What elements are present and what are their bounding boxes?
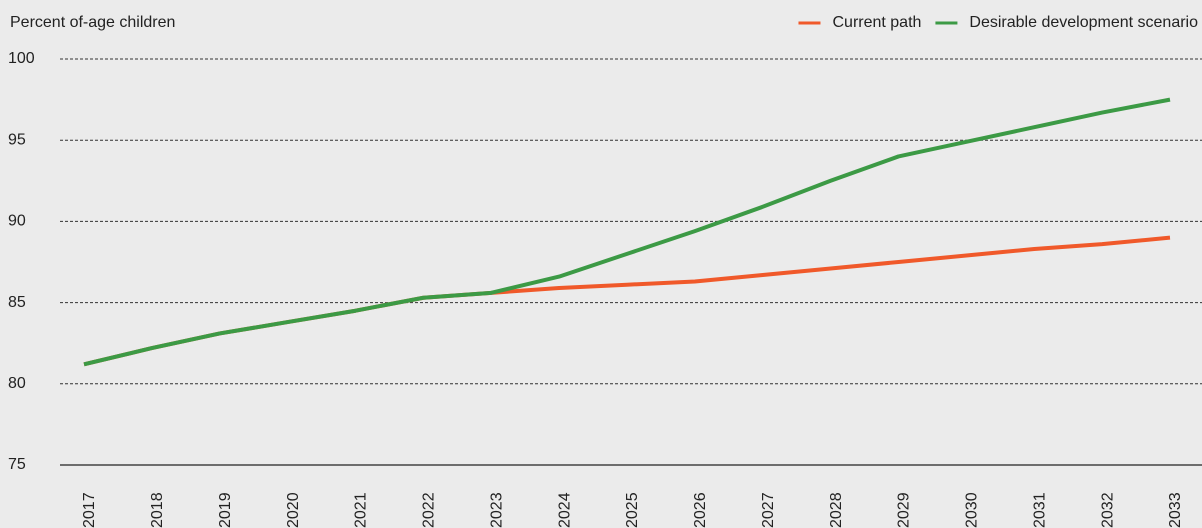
x-tick-label: 2028 bbox=[828, 492, 845, 528]
series-line bbox=[83, 97, 1171, 367]
series-line bbox=[83, 235, 1171, 367]
x-tick-label: 2033 bbox=[1167, 492, 1184, 528]
x-tick-label: 2017 bbox=[81, 492, 98, 528]
y-tick-label: 80 bbox=[8, 375, 26, 392]
x-tick-label: 2023 bbox=[488, 492, 505, 528]
x-tick-label: 2019 bbox=[217, 492, 234, 528]
y-tick-label: 95 bbox=[8, 131, 26, 148]
y-tick-label: 75 bbox=[8, 456, 26, 473]
x-tick-label: 2022 bbox=[421, 492, 438, 528]
y-axis-label: Percent of-age children bbox=[10, 14, 175, 31]
x-tick-label: 2020 bbox=[285, 492, 302, 528]
x-tick-label: 2024 bbox=[556, 492, 573, 528]
legend-label: Desirable development scenario bbox=[969, 14, 1198, 31]
x-tick-label: 2029 bbox=[896, 492, 913, 528]
x-tick-label: 2031 bbox=[1031, 492, 1048, 528]
x-tick-label: 2032 bbox=[1099, 492, 1116, 528]
x-tick-label: 2025 bbox=[624, 492, 641, 528]
x-tick-label: 2018 bbox=[149, 492, 166, 528]
y-tick-label: 85 bbox=[8, 294, 26, 311]
x-tick-label: 2026 bbox=[692, 492, 709, 528]
x-tick-label: 2030 bbox=[964, 492, 981, 528]
legend-label: Current path bbox=[832, 14, 921, 31]
y-tick-label: 90 bbox=[8, 213, 26, 230]
x-tick-label: 2021 bbox=[353, 492, 370, 528]
x-tick-label: 2027 bbox=[760, 492, 777, 528]
y-tick-label: 100 bbox=[8, 50, 35, 67]
